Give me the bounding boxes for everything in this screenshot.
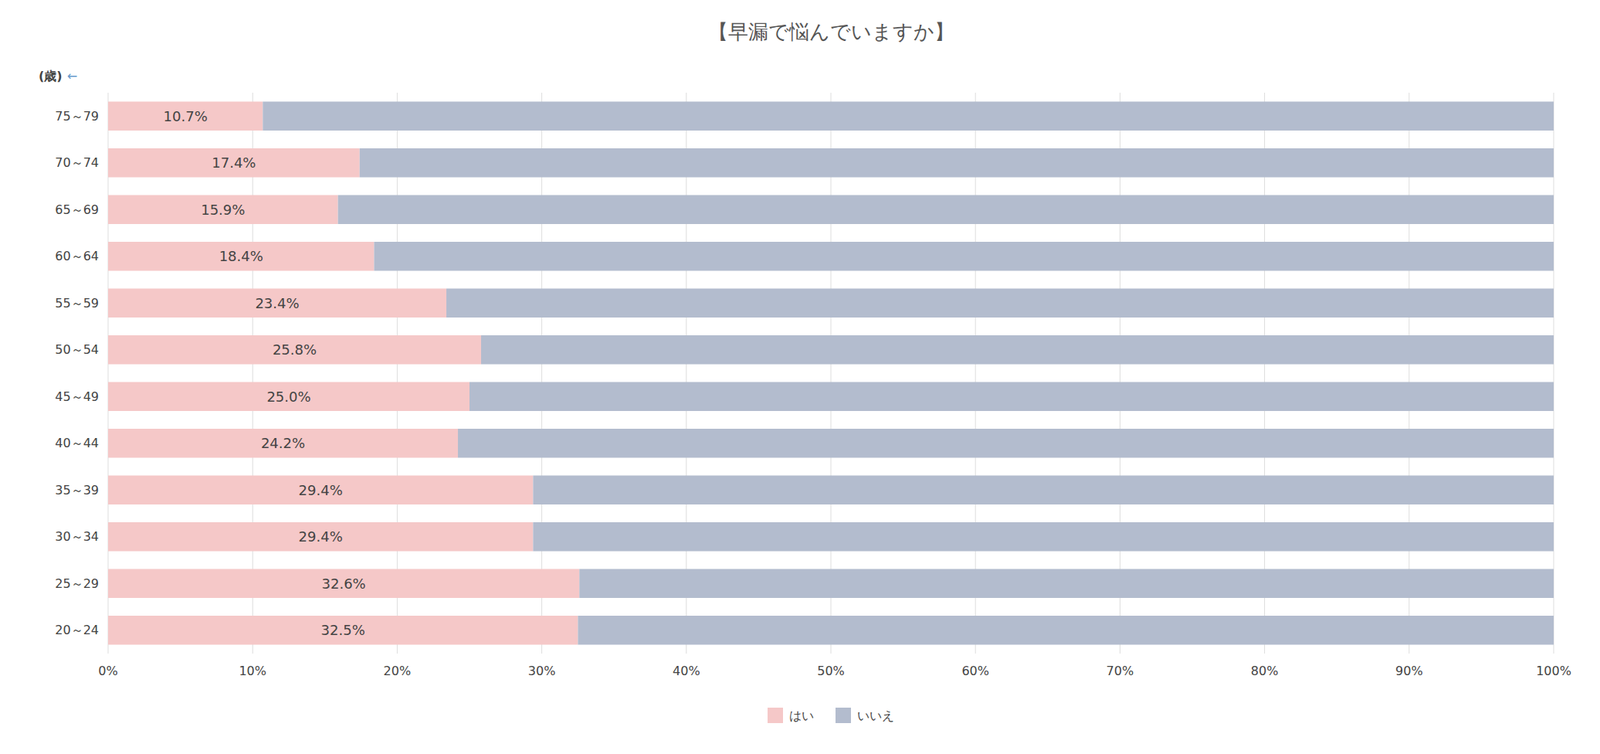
data-labels: 10.7% 17.4% 15.9% 18.4% 23.4% 25.8% 25.0% 24.2%… [163,108,367,639]
bar [469,381,1554,411]
bar [108,241,374,272]
data-label: 15.9% [200,201,245,218]
x-tick-label: 90% [1395,663,1424,678]
bar [108,568,580,598]
bar [108,288,447,318]
bar [108,335,482,365]
bar [532,522,1554,552]
y-tick-label: 25～29 [54,576,99,591]
y-tick-label: 55～59 [54,295,99,311]
bar [481,335,1554,365]
x-tick-label: 30% [528,663,556,678]
bar [359,148,1554,178]
legend-swatch [767,707,784,723]
bars [108,101,1554,645]
y-tick-label: 30～34 [54,528,99,544]
x-tick-label: 40% [672,663,701,678]
data-label: 29.4% [298,481,343,499]
x-tick-label: 0% [98,663,118,678]
legend-swatch [835,707,851,723]
data-label: 23.4% [254,294,299,312]
data-label: 32.5% [321,621,366,638]
x-tick-label: 10% [238,663,267,678]
data-label: 25.8% [272,341,317,358]
data-label: 18.4% [219,247,264,265]
bar [108,381,470,411]
bar [373,241,1554,272]
x-axis: 0% 10% 20% 30% 40% 50% 60% 70% 80% 90% 100% [98,663,1572,678]
x-tick-label: 20% [383,663,412,678]
y-tick-label: 40～44 [54,435,99,451]
y-tick-label: 65～69 [54,202,99,217]
bar [579,568,1554,598]
data-label: 25.0% [266,388,311,405]
data-label: 10.7% [163,108,208,125]
annotation: ← [67,68,78,84]
y-tick-label: 50～54 [54,342,99,357]
bar [108,522,533,552]
y-axis: 75～79 70～74 65～69 60～64 55～59 50～54 45～49 40～44… [54,108,99,638]
y-tick-label: 20～24 [54,622,99,638]
y-tick-label: 75～79 [54,108,99,124]
y-tick-label: 60～64 [54,248,99,264]
bar [446,288,1554,318]
bar [108,148,360,178]
legend-label: はい [789,708,814,723]
bar [262,101,1554,131]
data-label: 24.2% [261,434,306,451]
bar [532,474,1554,505]
x-tick-label: 70% [1106,663,1135,678]
chart: 0% 10% 20% 30% 40% 50% 60% 70% 80% 90% 100% 10.7% 17… [0,0,1600,754]
bar [457,428,1554,458]
x-tick-label: 100% [1535,663,1572,678]
title: 【早漏で悩んでいますか】 [708,20,955,44]
data-label: 29.4% [298,528,343,545]
bar [338,194,1554,224]
bar [108,428,458,458]
x-tick-label: 50% [816,663,845,678]
data-label: 32.6% [322,575,367,592]
bar [108,194,339,224]
x-tick-label: 80% [1250,663,1279,678]
bar [108,615,578,645]
y-tick-label: 45～49 [54,389,99,404]
y-tick-label: 70～74 [54,155,99,170]
bar [108,474,533,505]
legend: はい いいえ [767,707,895,723]
data-label: 17.4% [211,154,256,171]
x-tick-label: 60% [961,663,990,678]
bar [577,615,1554,645]
y-axis-label: (歳) [38,68,63,84]
y-tick-label: 35～39 [54,482,99,498]
bar [108,101,263,131]
legend-label: いいえ [857,708,895,723]
grid [108,92,1554,654]
